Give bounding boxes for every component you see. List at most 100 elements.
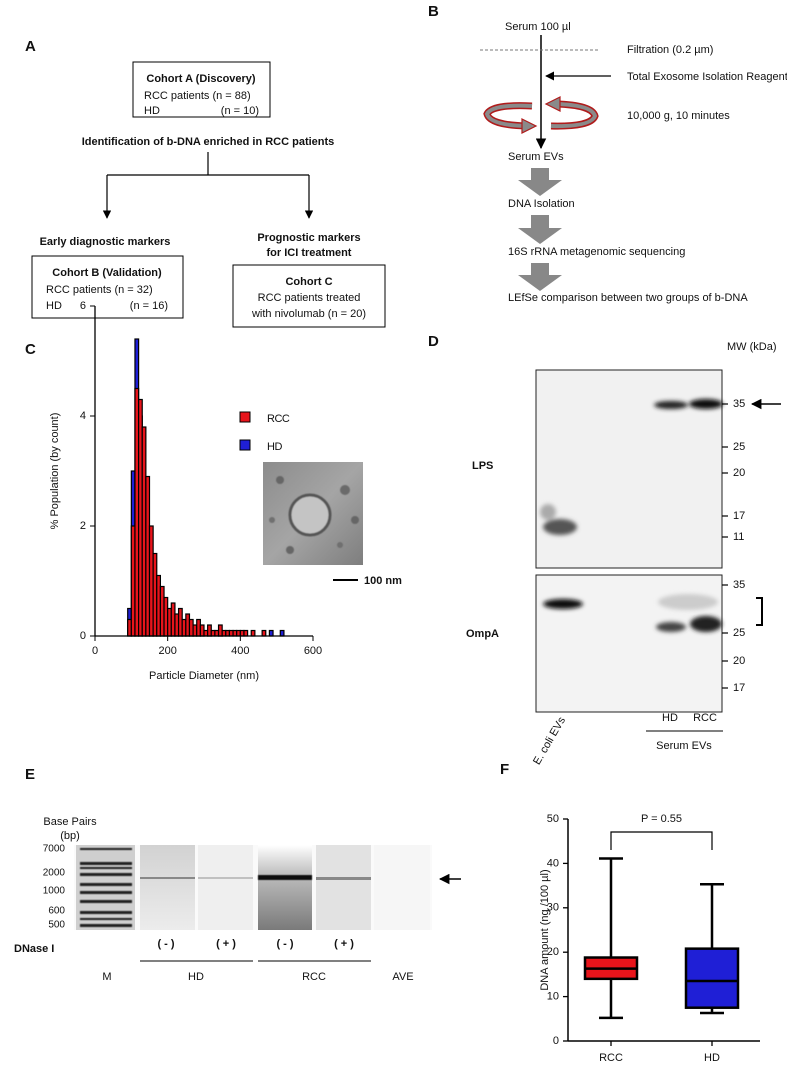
branch-text: Prognostic markers [257,232,360,244]
lane-label: HD [662,712,678,724]
cohort-title: Cohort C [285,276,332,288]
gel-lane [76,845,135,930]
y-tick-label: 30 [547,902,559,914]
gel-lane [258,845,312,930]
legend-label: HD [267,441,282,453]
panel-label: B [428,3,439,20]
band-bracket [756,597,763,626]
y-tick-label: 40 [547,857,559,869]
panel-label: A [25,38,36,55]
ladder-label: 600 [48,906,65,917]
step-text: LEfSe comparison between two groups of b… [508,292,748,304]
box [684,947,740,1009]
blot-name: LPS [472,460,493,472]
cohort-box [232,264,386,328]
panel-d: D MW (kDa) LPS OmpA 35 25 20 17 11 35 25… [428,333,781,767]
mw-label: 25 [733,441,745,453]
histogram-bar [261,629,267,637]
mw-label: 17 [733,510,745,522]
gel-band [140,877,195,879]
x-tick-label: RCC [599,1052,623,1064]
y-tick-label: 10 [547,991,559,1003]
cohort-line: (n = 16) [130,300,168,312]
lane-label: E. coli EVs [531,715,568,767]
legend-swatch [239,439,251,451]
panel-label: E [25,766,35,783]
gel-lane [316,845,371,930]
cohort-title: Cohort A (Discovery) [146,73,256,85]
y-tick-label: 0 [80,630,86,642]
histogram-bar [268,629,274,637]
scale-bar-label: 100 nm [364,575,402,587]
step-text: Identification of b-DNA enriched in RCC … [82,136,335,148]
lane-label: RCC [302,971,326,983]
ladder-label: 1000 [43,886,66,897]
x-tick-label: HD [704,1052,720,1064]
mw-label: 35 [733,579,745,591]
panel-label: F [500,761,509,778]
cohort-box [132,61,271,118]
gel-band [198,877,253,879]
centrifuge-icon [483,96,599,134]
step-text: 16S rRNA metagenomic sequencing [508,246,685,258]
mw-label: 20 [733,655,745,667]
em-texture [269,476,359,554]
mw-label: 11 [733,531,744,543]
histogram-bar [279,629,285,637]
gel-lane [198,845,253,930]
lane-label: RCC [693,712,717,724]
cohort-line: HD [46,300,62,312]
mw-label: 20 [733,467,745,479]
axis-title: (bp) [60,830,80,842]
x-tick-label: 0 [92,645,98,657]
step-arrow [518,263,562,291]
y-tick-label: 50 [547,813,559,825]
step-arrow [518,215,562,244]
legend-swatch [239,411,251,423]
cohort-line: HD [144,105,160,117]
y-tick-label: 2 [80,520,86,532]
note-text: 10,000 g, 10 minutes [627,110,730,122]
treatment-state: ( - ) [276,938,293,950]
marker-ticks [722,403,728,689]
lane-label: M [102,971,111,983]
significance-bracket [610,831,713,850]
step-text: DNA Isolation [508,198,575,210]
y-tick-label: 6 [80,300,86,312]
step-arrow [518,168,562,196]
x-tick-label: 400 [231,645,249,657]
note-text: Filtration (0.2 µm) [627,44,713,56]
lane-label: AVE [392,971,413,983]
cohort-line: (n = 10) [221,105,259,117]
x-tick-label: 200 [158,645,176,657]
y-tick-label: 0 [553,1035,559,1047]
gel-lane [140,845,195,930]
gel-band [316,877,371,880]
p-value: P = 0.55 [641,813,682,825]
cohort-line: RCC patients treated [258,292,361,304]
branch-text: Early diagnostic markers [40,236,171,248]
note-text: Total Exosome Isolation Reagent [627,71,787,83]
mw-label: 17 [733,682,745,694]
ladder-label: 7000 [43,844,66,855]
ladder-bands [80,848,132,927]
cohort-box [31,255,184,319]
y-tick-label: 20 [547,946,559,958]
panel-a: A Cohort A (Discovery) RCC patients (n =… [25,38,386,328]
panel-label: C [25,341,36,358]
legend-label: RCC [267,413,290,425]
blot-bands [540,399,723,632]
branch-text: for ICI treatment [267,247,352,259]
step-text: Serum 100 µl [505,21,571,33]
blot-name: OmpA [466,628,499,640]
connector [107,152,309,176]
panel-e: E Base Pairs (bp) 7000 2000 1000 600 500… [14,766,461,983]
panel-label: D [428,333,439,350]
y-tick-label: 4 [80,410,86,422]
mw-label: 35 [733,398,745,410]
mw-label: 25 [733,627,745,639]
ladder-label: 500 [48,920,65,931]
histogram-bar [250,629,256,637]
treatment-label: DNase I [14,943,54,955]
x-axis-title: Particle Diameter (nm) [149,670,259,682]
